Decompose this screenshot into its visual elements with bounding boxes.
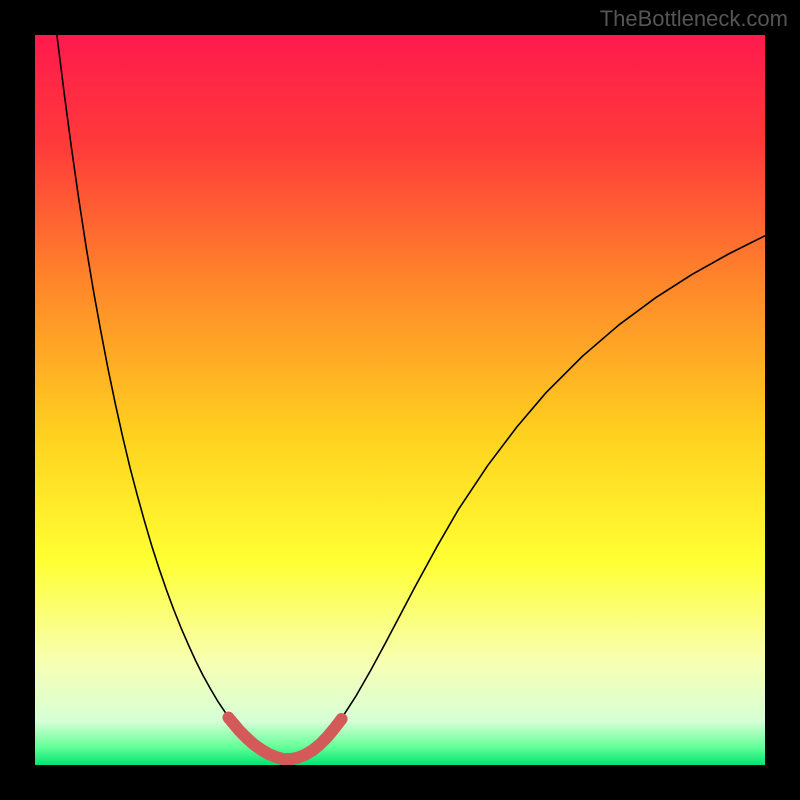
gradient-background <box>35 35 765 765</box>
plot-svg <box>35 35 765 765</box>
chart-container: TheBottleneck.com <box>0 0 800 800</box>
plot-area <box>35 35 765 765</box>
watermark-text: TheBottleneck.com <box>600 6 788 32</box>
